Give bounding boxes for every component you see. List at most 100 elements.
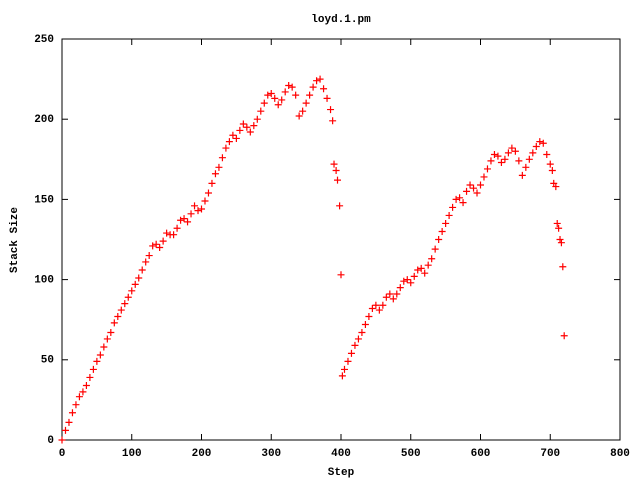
data-point [361,321,369,329]
x-tick-label: 300 [261,448,281,460]
x-tick-label: 100 [122,448,142,460]
data-point [124,293,132,301]
y-tick-label: 150 [34,194,54,206]
data-point [480,173,488,181]
data-point [330,160,338,168]
data-point [110,319,118,327]
data-point [239,120,247,128]
data-point [135,274,143,282]
data-point [470,184,478,192]
data-point [121,300,129,308]
data-point [229,131,237,139]
y-tick-label: 100 [34,275,54,287]
data-point [320,85,328,93]
data-point [208,179,216,187]
data-point [264,91,272,99]
data-point [329,117,337,125]
data-point [449,203,457,211]
data-point [295,112,303,120]
data-point [236,126,244,134]
data-point [145,252,153,260]
data-point [410,272,418,280]
data-point [211,170,219,178]
data-point [396,284,404,292]
data-point [260,99,268,107]
data-point [336,202,344,210]
data-point [368,304,376,312]
data-point [483,165,491,173]
data-point [337,271,345,279]
data-point [543,150,551,158]
data-point [389,295,397,303]
data-point [435,236,443,243]
data-point [96,351,104,359]
data-point [497,159,505,167]
data-point [552,183,560,191]
data-point [159,237,167,245]
y-axis-label: Stack Size [9,207,21,273]
data-point [274,101,282,109]
y-tick-label: 50 [41,355,54,367]
data-point [156,244,164,252]
x-tick-label: 0 [59,448,66,460]
data-point [58,436,66,444]
data-point [393,290,401,298]
data-point [414,266,422,274]
data-point [487,157,495,165]
data-point [191,202,199,210]
data-point [299,107,307,115]
data-point [372,301,380,309]
data-point [525,155,533,163]
data-point [351,341,359,349]
data-point [243,123,251,131]
data-point [246,128,254,136]
data-point [173,224,181,232]
data-point [548,167,556,175]
data-point [114,312,122,320]
data-point [302,99,310,107]
data-point [428,255,436,263]
data-point [149,242,157,250]
data-point [459,199,467,207]
data-point [555,224,563,232]
data-point [225,138,233,146]
data-point [407,279,415,287]
data-point [347,349,355,357]
data-point [556,236,564,243]
data-point [490,150,498,158]
x-tick-label: 400 [331,448,351,460]
data-point [89,365,97,373]
data-point [204,189,212,197]
data-point [163,229,171,237]
data-point [250,122,258,130]
data-point [522,163,530,171]
data-point [424,261,432,269]
data-point [82,381,90,389]
x-tick-label: 700 [540,448,560,460]
data-point [218,154,226,162]
data-point [100,343,108,351]
data-point [107,329,115,337]
data-point [79,388,87,396]
data-point [421,269,429,277]
data-point [313,77,321,85]
data-point [508,144,516,152]
data-point [316,75,324,83]
data-point [358,329,366,337]
data-point [529,149,537,157]
data-point [103,335,111,343]
data-point [131,280,139,288]
chart-title: loyd.1.pm [311,14,371,26]
data-point [323,94,331,102]
y-tick-label: 250 [34,34,54,46]
data-point [306,91,314,99]
data-point [340,365,348,373]
data-point [442,219,450,227]
data-point [292,91,300,99]
data-point [75,393,83,401]
data-point [504,149,512,157]
data-point [539,139,547,147]
data-point [187,210,195,218]
data-point [198,205,205,213]
data-point [431,245,439,253]
